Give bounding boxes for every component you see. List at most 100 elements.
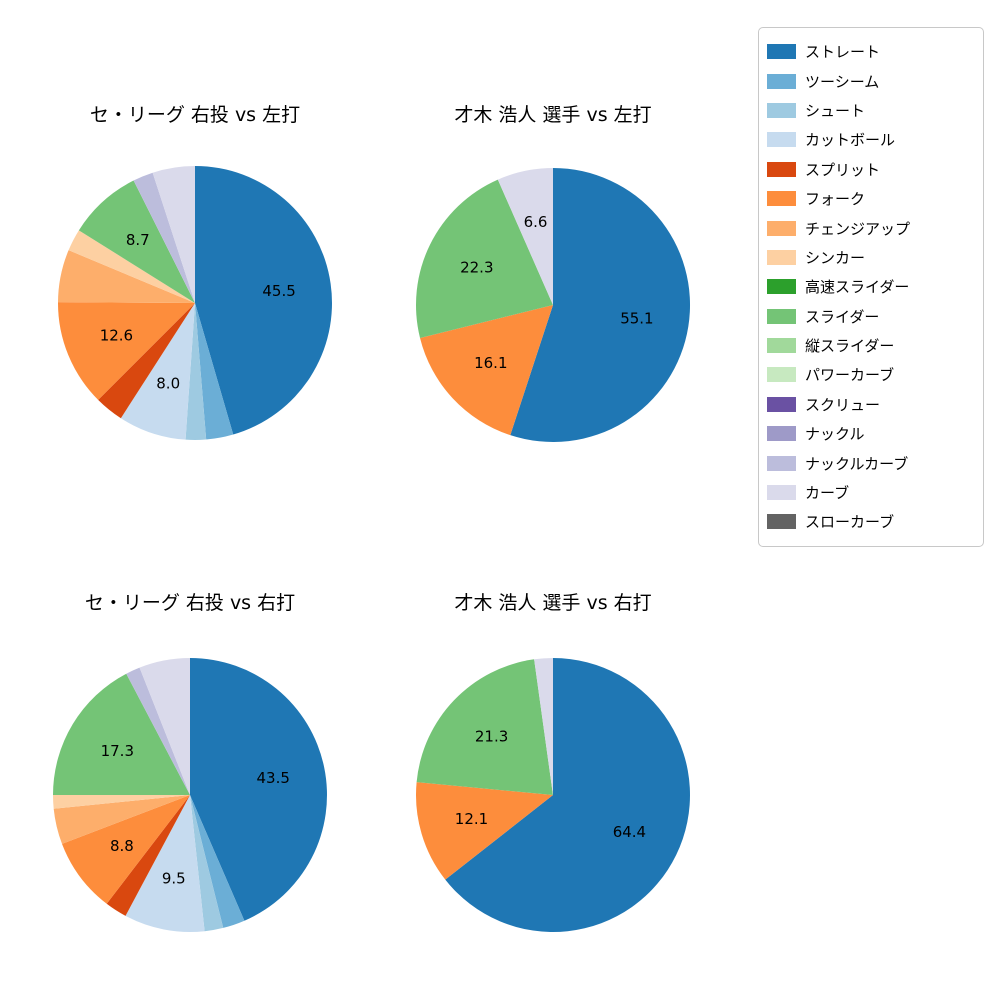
legend-label: カーブ — [805, 484, 850, 503]
legend-swatch-icon — [767, 455, 796, 471]
pie-slice-value-label: 8.7 — [126, 231, 150, 249]
legend-swatch-icon — [767, 102, 796, 118]
legend-label: ナックルカーブ — [805, 454, 909, 473]
legend-item: シンカー — [767, 243, 975, 272]
pie-chart-saiki-vs-left: 55.1 16.1 22.3 6.6 — [415, 168, 691, 443]
legend-label: スプリット — [805, 160, 881, 179]
legend-item: シュート — [767, 96, 975, 125]
pie-slice — [120, 303, 195, 440]
legend-label: フォーク — [805, 190, 866, 209]
legend-label: スライダー — [805, 307, 880, 326]
legend-item: スプリット — [767, 155, 975, 184]
legend-swatch-icon — [767, 367, 796, 383]
pie-slice-value-label: 45.5 — [262, 282, 295, 300]
legend-swatch-icon — [767, 44, 796, 60]
pie-slice — [190, 658, 327, 921]
legend-label: シンカー — [805, 248, 866, 267]
legend-swatch-icon — [767, 514, 796, 530]
pie-chart-ce-league-vs-left: 45.5 8.0 12.6 8.7 — [57, 166, 332, 440]
legend-label: シュート — [805, 101, 866, 120]
pie-title-saiki-vs-right: 才木 浩人 選手 vs 右打 — [454, 592, 652, 614]
pie-slice — [190, 795, 245, 928]
pie-slice — [195, 166, 332, 435]
pie-slice — [190, 795, 224, 932]
legend-label: スローカーブ — [805, 513, 895, 532]
pie-slice — [445, 658, 690, 932]
legend-label: ツーシーム — [805, 72, 880, 91]
pie-slice — [126, 667, 190, 795]
pie-slice-value-label: 64.4 — [613, 823, 646, 841]
legend-item: スローカーブ — [767, 507, 975, 536]
legend-item: スクリュー — [767, 390, 975, 419]
pie-slice — [534, 658, 553, 795]
pie-slice — [420, 305, 553, 436]
pie-slice — [106, 795, 190, 916]
pie-slice-value-label: 16.1 — [474, 354, 507, 372]
pie-slice — [510, 168, 691, 443]
legend-item: カットボール — [767, 125, 975, 154]
legend-swatch-icon — [767, 73, 796, 89]
pie-slice — [139, 658, 190, 795]
legend-label: 高速スライダー — [805, 278, 910, 297]
pie-slice-value-label: 12.1 — [455, 810, 488, 828]
pie-slice — [62, 795, 190, 904]
pie-slice — [98, 303, 195, 419]
legend-item: ナックル — [767, 419, 975, 448]
pie-slice — [78, 180, 195, 303]
pie-slice-value-label: 6.6 — [524, 213, 548, 231]
pie-chart-ce-league-vs-right: 43.5 9.5 8.8 17.3 — [53, 658, 327, 933]
pie-slice-value-label: 55.1 — [620, 309, 653, 327]
legend-item: ストレート — [767, 37, 975, 66]
pie-slice-value-label: 21.3 — [475, 727, 508, 745]
legend-item: チェンジアップ — [767, 213, 975, 242]
legend-swatch-icon — [767, 191, 796, 207]
legend-item: ナックルカーブ — [767, 448, 975, 477]
legend-item: カーブ — [767, 478, 975, 507]
pie-slice — [58, 250, 195, 303]
legend-label: カットボール — [805, 131, 896, 150]
legend-label: ナックル — [805, 425, 865, 444]
legend-item: 高速スライダー — [767, 272, 975, 301]
legend-swatch-icon — [767, 161, 796, 177]
legend-item: 縦スライダー — [767, 331, 975, 360]
pie-title-saiki-vs-left: 才木 浩人 選手 vs 左打 — [454, 104, 652, 126]
legend: ストレートツーシームシュートカットボール スプリットフォークチェンジアップ シンカー… — [758, 27, 984, 547]
legend-label: パワーカーブ — [805, 366, 895, 385]
pie-slice-value-label: 43.5 — [256, 769, 289, 787]
pie-slice — [195, 303, 234, 440]
pie-slice — [497, 168, 553, 305]
pie-slice — [416, 659, 553, 795]
legend-swatch-icon — [767, 426, 796, 442]
pie-slice-value-label: 22.3 — [460, 259, 493, 277]
pie-slice — [57, 302, 195, 400]
pie-slice-value-label: 8.0 — [156, 375, 180, 393]
legend-item: パワーカーブ — [767, 360, 975, 389]
pie-slice-value-label: 8.8 — [110, 837, 134, 855]
legend-swatch-icon — [767, 249, 796, 265]
pie-slice — [415, 179, 553, 338]
pie-title-ce-league-vs-right: セ・リーグ 右投 vs 右打 — [84, 592, 296, 614]
legend-swatch-icon — [767, 220, 796, 236]
pie-chart-saiki-vs-right: 64.4 12.1 21.3 — [416, 658, 690, 932]
pie-slice — [68, 230, 195, 303]
pie-slice — [416, 782, 553, 880]
legend-swatch-icon — [767, 338, 796, 354]
legend-label: ストレート — [805, 43, 881, 62]
pie-slice — [53, 795, 190, 844]
pie-slice — [125, 795, 205, 933]
legend-swatch-icon — [767, 279, 796, 295]
pie-title-ce-league-vs-left: セ・リーグ 右投 vs 左打 — [89, 104, 301, 126]
legend-swatch-icon — [767, 132, 796, 148]
legend-label: スクリュー — [805, 395, 881, 414]
legend-label: チェンジアップ — [805, 219, 911, 238]
legend-label: 縦スライダー — [805, 337, 895, 356]
legend-item: ツーシーム — [767, 66, 975, 95]
pie-slice — [53, 795, 190, 809]
pie-slice — [133, 172, 195, 303]
pie-slice — [185, 303, 207, 440]
legend-item: フォーク — [767, 184, 975, 213]
legend-item: スライダー — [767, 302, 975, 331]
pie-slice-value-label: 17.3 — [101, 742, 134, 760]
pie-slice-value-label: 12.6 — [100, 326, 133, 344]
